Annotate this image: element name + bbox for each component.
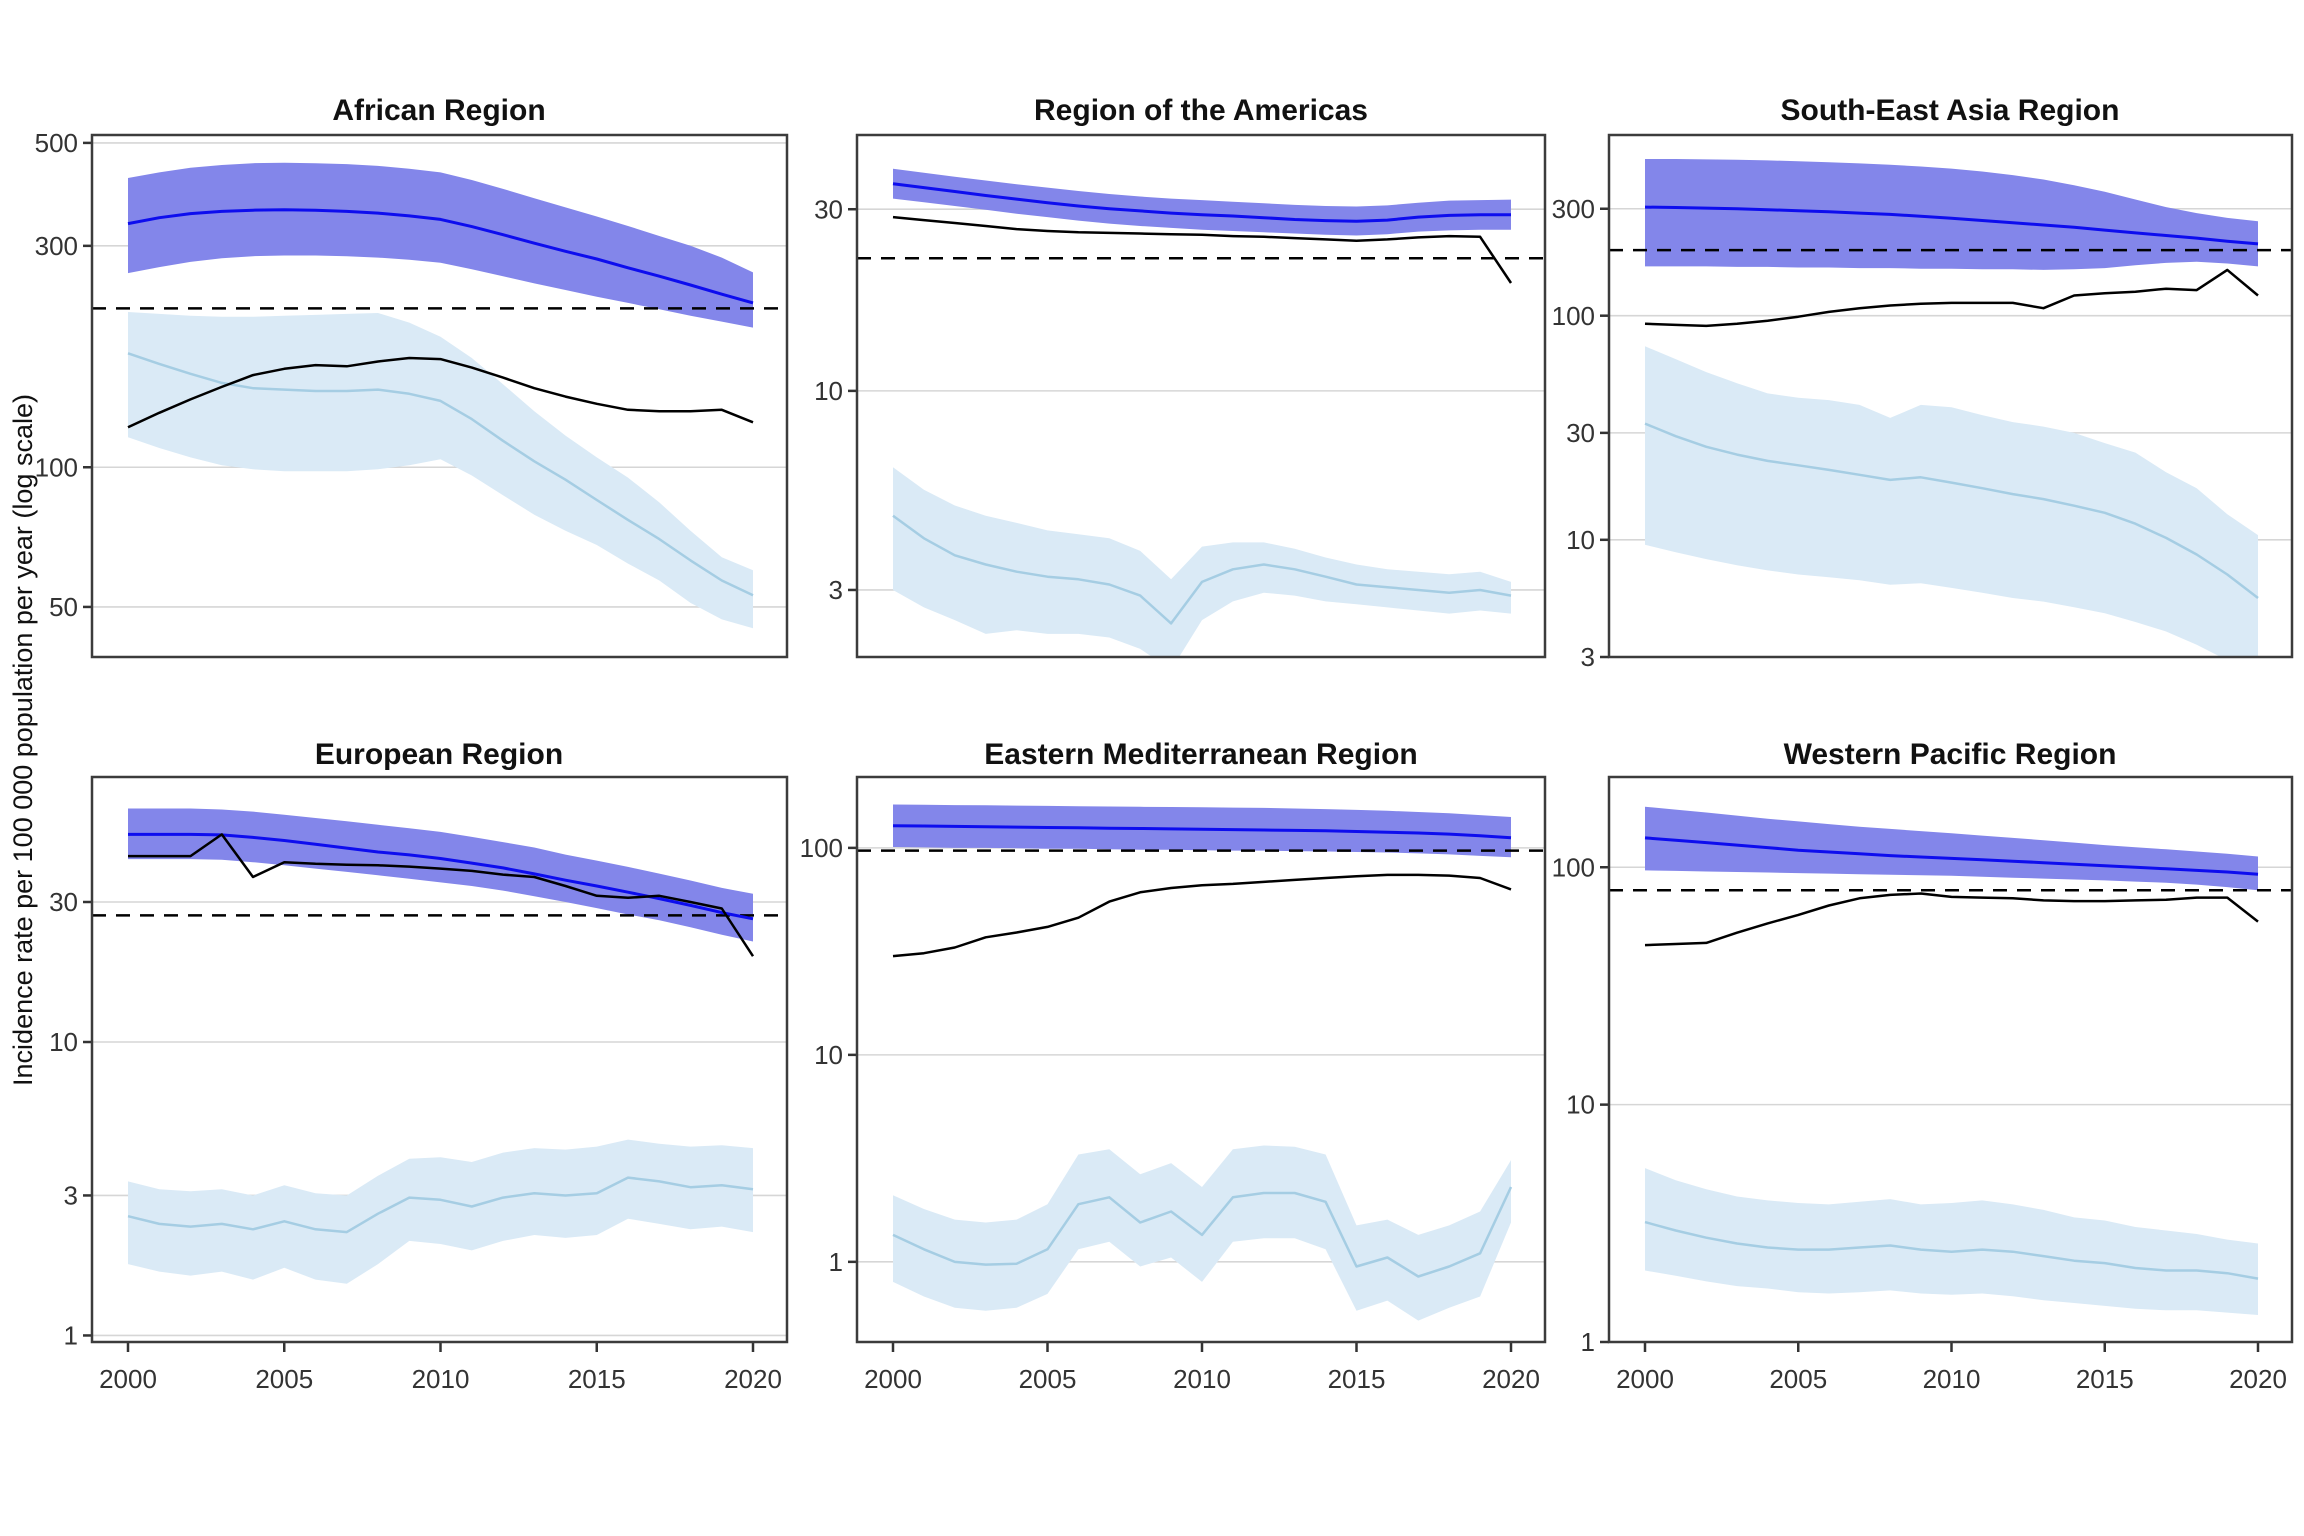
x-tick-label: 2000 xyxy=(864,1364,922,1394)
x-tick-label: 2015 xyxy=(2076,1364,2134,1394)
panel-border xyxy=(90,775,789,1344)
panel-region-of-the-americas: 30 10 3 xyxy=(814,133,1547,659)
y-tick-label: 3 xyxy=(64,1181,78,1211)
y-tick-label: 30 xyxy=(49,887,78,917)
panel-eastern-mediterranean-region: 100 10 1 2000 2005 2010 2015 2020 xyxy=(800,775,1547,1394)
y-tick-label: 10 xyxy=(814,376,843,406)
blue-ribbon xyxy=(1645,806,2258,891)
black-line xyxy=(892,215,1513,284)
blue-ribbon xyxy=(893,804,1511,858)
black-line xyxy=(127,356,754,429)
x-tick-label: 2020 xyxy=(1482,1364,1540,1394)
x-tick-label: 2015 xyxy=(568,1364,626,1394)
y-tick-label: 300 xyxy=(1552,194,1595,224)
blue-ribbon xyxy=(128,162,753,328)
panel-border xyxy=(90,133,789,659)
x-tick-label: 2000 xyxy=(99,1364,157,1394)
blue-line xyxy=(892,824,1512,840)
panel-african-region: 500 300 100 50 xyxy=(35,128,789,659)
y-tick-label: 10 xyxy=(49,1027,78,1057)
x-tick-label: 2010 xyxy=(412,1364,470,1394)
y-tick-label: 1 xyxy=(64,1321,78,1351)
x-tick-label: 2010 xyxy=(1173,1364,1231,1394)
y-tick-label: 100 xyxy=(35,452,78,482)
lightblue-ribbon xyxy=(893,467,1511,657)
panel-south-east-asia-region: 300 100 30 10 3 xyxy=(1552,133,2294,672)
y-axis-label: Incidence rate per 100 000 population pe… xyxy=(8,394,38,1086)
x-tick-label: 2005 xyxy=(1769,1364,1827,1394)
x-tick-label: 2010 xyxy=(1923,1364,1981,1394)
panel-title-south-east-asia-region: South-East Asia Region xyxy=(1781,94,2120,127)
lightblue-ribbon xyxy=(128,1139,753,1284)
panel-title-region-of-the-americas: Region of the Americas xyxy=(1034,94,1368,127)
y-tick-label: 1 xyxy=(829,1247,843,1277)
y-tick-label: 50 xyxy=(49,592,78,622)
blue-ribbon xyxy=(1645,159,2258,270)
x-tick-label: 2015 xyxy=(1328,1364,1386,1394)
lightblue-line xyxy=(892,1186,1513,1278)
black-line xyxy=(892,873,1512,958)
y-tick-label: 100 xyxy=(800,833,843,863)
x-tick-label: 2000 xyxy=(1616,1364,1674,1394)
panel-title-european-region: European Region xyxy=(315,738,563,771)
blue-line xyxy=(1644,836,2259,876)
panel-border xyxy=(1607,775,2294,1344)
panel-western-pacific-region: 100 10 1 2000 2005 2010 2015 2020 xyxy=(1552,775,2294,1394)
y-tick-label: 3 xyxy=(829,575,843,605)
y-tick-label: 30 xyxy=(1566,418,1595,448)
blue-line xyxy=(127,208,754,305)
panel-title-eastern-mediterranean-region: Eastern Mediterranean Region xyxy=(984,738,1417,771)
blue-line xyxy=(1644,205,2259,246)
panel-title-western-pacific-region: Western Pacific Region xyxy=(1784,738,2117,771)
lightblue-line xyxy=(1644,422,2259,599)
panel-border xyxy=(1607,133,2294,659)
y-tick-label: 300 xyxy=(35,231,78,261)
lightblue-line xyxy=(892,514,1512,625)
lightblue-ribbon xyxy=(1645,346,2258,657)
y-tick-label: 10 xyxy=(814,1040,843,1070)
lightblue-line xyxy=(127,1176,754,1234)
black-line xyxy=(1644,892,2259,947)
black-line xyxy=(128,833,755,957)
y-tick-label: 30 xyxy=(814,194,843,224)
panel-title-african-region: African Region xyxy=(332,94,545,127)
black-line xyxy=(1644,268,2259,328)
y-tick-label: 3 xyxy=(1581,642,1595,672)
lightblue-line xyxy=(127,352,754,597)
y-tick-label: 1 xyxy=(1581,1327,1595,1357)
panel-european-region: 30 10 3 1 2000 2005 2010 2015 2020 xyxy=(49,775,789,1394)
y-tick-label: 100 xyxy=(1552,852,1595,882)
lightblue-line xyxy=(1644,1220,2259,1280)
x-tick-label: 2005 xyxy=(255,1364,313,1394)
y-tick-label: 100 xyxy=(1552,301,1595,331)
panel-border xyxy=(855,775,1547,1344)
x-tick-label: 2005 xyxy=(1019,1364,1077,1394)
x-tick-label: 2020 xyxy=(724,1364,782,1394)
lightblue-ribbon xyxy=(128,312,753,629)
y-tick-label: 10 xyxy=(1566,525,1595,555)
x-tick-label: 2020 xyxy=(2229,1364,2287,1394)
blue-ribbon xyxy=(893,168,1511,236)
blue-line xyxy=(892,182,1511,223)
y-tick-label: 10 xyxy=(1566,1090,1595,1120)
panel-border xyxy=(855,133,1547,659)
lightblue-ribbon xyxy=(1645,1168,2258,1315)
y-tick-label: 500 xyxy=(35,128,78,158)
